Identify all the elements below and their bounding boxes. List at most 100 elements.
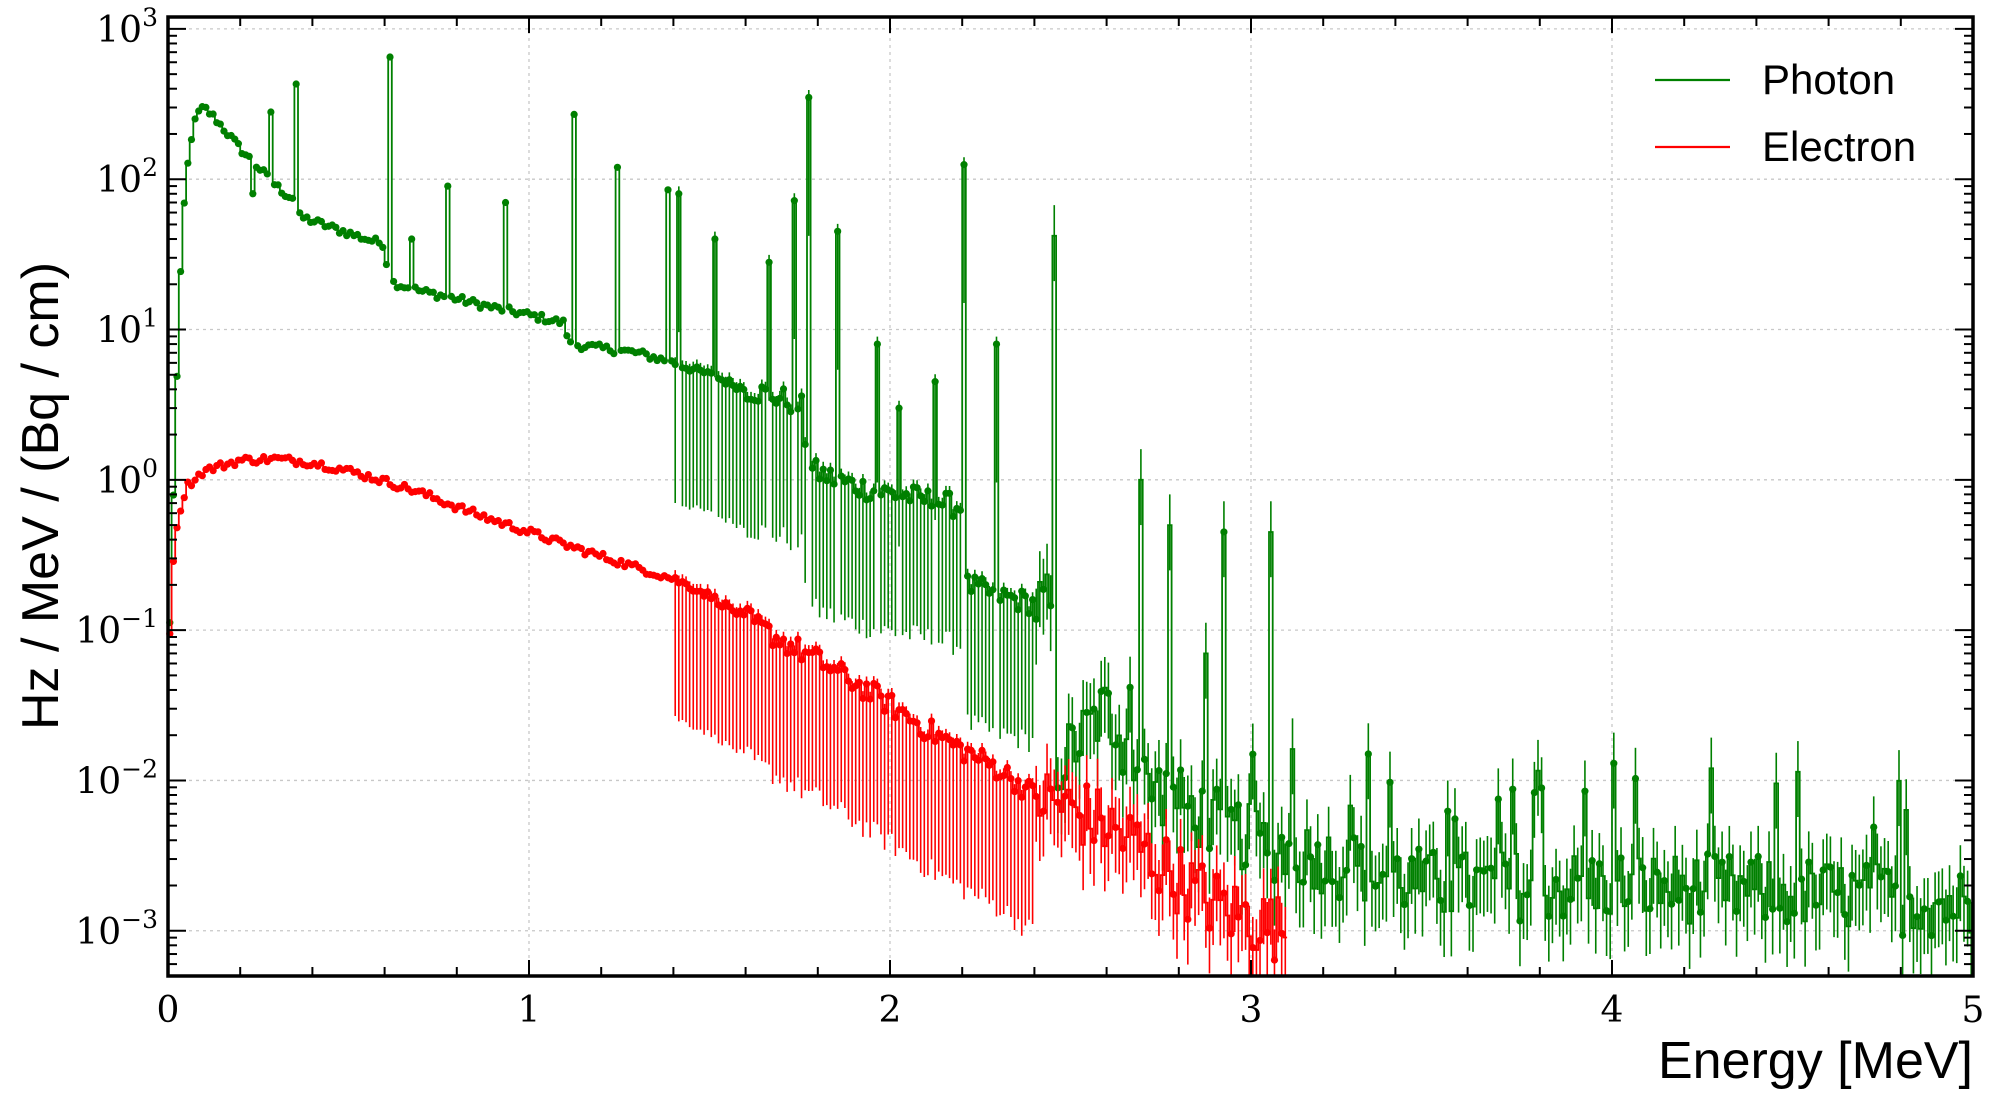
y-tick-exponent: −3 [121,905,158,934]
electron-data-point [1234,913,1242,921]
electron-data-point [1278,929,1286,938]
photon-data-point [1465,901,1474,910]
photon-data-point [1473,866,1481,874]
y-tick-label: 103 [96,3,158,51]
electron-data-point [364,470,372,479]
photon-data-point [339,226,347,235]
y-tick-base: 10 [75,912,121,953]
x-tick-label: 3 [1240,990,1263,1031]
photon-data-point [967,587,975,596]
x-tick-label: 4 [1601,990,1624,1031]
photon-data-point [1371,882,1380,890]
electron-data-point [696,587,705,595]
photon-data-point [1639,864,1647,872]
electron-data-point [704,588,712,596]
electron-data-point [1227,930,1235,938]
electron-data-point [1068,799,1076,807]
photon-data-point [1393,855,1401,863]
photon-data-point [1014,606,1022,614]
photon-data-point [473,299,481,307]
photon-data-point [177,267,185,276]
photon-data-point [974,580,983,588]
photon-data-point [1812,901,1820,909]
photon-data-point [1263,849,1271,857]
photon-data-point [1299,878,1307,886]
photon-data-point [1574,874,1582,882]
photon-data-point [1797,875,1806,883]
photon-data-point [877,491,885,499]
photon-data-point [245,152,253,160]
photon-data-point [787,408,795,416]
photon-data-point [1343,866,1351,874]
photon-data-point [610,350,618,358]
electron-data-point [1014,777,1022,785]
photon-data-point [184,159,192,167]
photon-data-point [1191,824,1199,832]
electron-data-point [198,472,206,480]
photon-data-point [1126,683,1134,691]
photon-data-point [1249,750,1257,758]
electron-data-point [231,461,239,470]
electron-data-point [790,649,798,657]
photon-data-point [1891,882,1899,890]
electron-data-point [1241,901,1250,909]
photon-data-point [1805,858,1813,866]
photon-data-point [1913,913,1921,921]
photon-data-point [1169,783,1177,791]
photon-data-point [1927,931,1936,940]
photon-data-point [931,378,939,386]
photon-data-point [332,223,340,231]
photon-data-point [761,385,770,393]
photon-data-point [711,235,719,243]
photon-data-point [816,475,824,483]
electron-data-point [841,666,849,674]
y-tick-exponent: 1 [142,304,158,333]
photon-data-point [1653,868,1661,876]
photon-data-point [1509,785,1517,793]
photon-data-point [1682,884,1690,892]
photon-data-point [1278,833,1286,841]
photon-data-point [371,234,380,242]
photon-data-point [1306,853,1315,861]
photon-data-point [386,53,394,61]
photon-data-point [1899,931,1907,940]
electron-data-point [1054,798,1062,807]
photon-data-point [1826,863,1835,871]
photon-data-point [790,197,798,205]
photon-data-point [1205,844,1214,853]
electron-data-point [382,474,391,483]
electron-data-point [1112,823,1120,832]
y-tick-label: 101 [96,304,158,352]
x-tick-label: 2 [879,990,902,1031]
electron-data-point [880,707,889,715]
electron-data-point [1003,763,1011,772]
electron-data-point [974,756,983,764]
photon-data-point [971,573,979,581]
electron-data-point [1256,936,1264,945]
photon-data-point [1227,805,1235,814]
electron-data-point [1126,813,1134,822]
photon-data-point [292,80,300,88]
photon-data-point [891,494,900,502]
electron-data-point [1028,781,1037,790]
photon-data-point [1740,877,1748,886]
y-tick-base: 10 [96,160,142,201]
photon-data-point [826,466,835,474]
photon-data-point [707,369,715,377]
photon-data-point [1119,768,1127,777]
photon-data-point [1949,912,1957,920]
x-tick-label: 5 [1962,990,1985,1031]
photon-data-point [191,115,199,123]
photon-data-point [498,307,506,315]
series-layer [166,53,1973,976]
photon-data-point [1848,871,1856,879]
photon-data-point [429,288,437,296]
photon-data-point [1631,774,1640,783]
photon-data-point [1855,881,1863,889]
photon-data-point [440,292,448,301]
y-tick-label: 10−1 [75,604,158,652]
electron-data-point [1169,890,1177,898]
photon-data-point [1646,905,1654,913]
photon-data-point [902,490,910,498]
